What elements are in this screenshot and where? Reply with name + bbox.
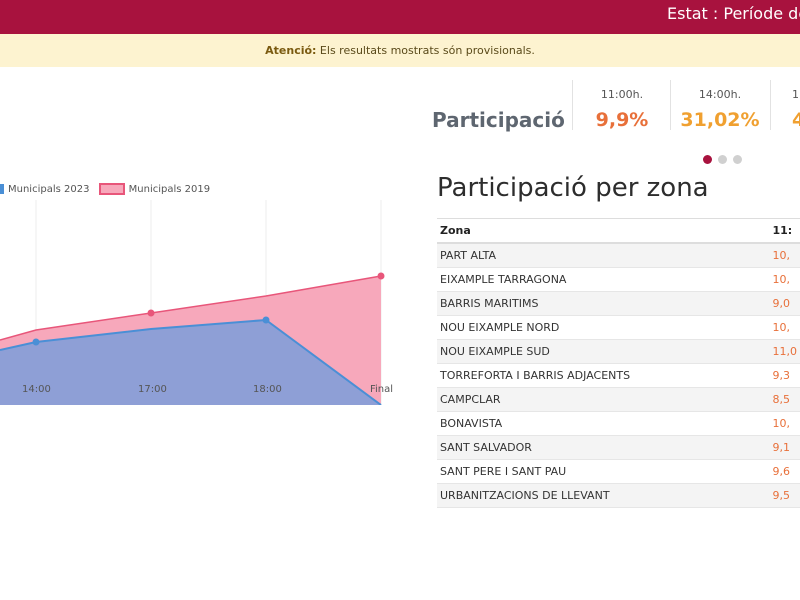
notice-label: Atenció: bbox=[265, 44, 317, 57]
participation-stat-1: 11:00h. 9,9% bbox=[562, 88, 682, 131]
carousel-dot-3[interactable] bbox=[733, 155, 742, 164]
legend-label: Municipals 2019 bbox=[128, 184, 211, 195]
participation-title: Participació bbox=[432, 108, 565, 132]
stat-time: 14:00h. bbox=[698, 88, 742, 101]
zone-value: 8,5 bbox=[769, 387, 800, 412]
column-header-value[interactable]: 11: bbox=[769, 218, 800, 244]
zone-value: 9,0 bbox=[769, 291, 800, 316]
table-row: SANT PERE I SANT PAU 9,6 bbox=[437, 459, 800, 484]
zone-name: BARRIS MARITIMS bbox=[437, 291, 770, 316]
chart-legend: Municipals 2023 Municipals 2019 bbox=[0, 183, 216, 195]
divider bbox=[770, 80, 771, 130]
x-tick-label: Final bbox=[370, 384, 394, 395]
zone-name: URBANITZACIONS DE LLEVANT bbox=[437, 483, 770, 508]
table-row: NOU EIXAMPLE NORD 10, bbox=[437, 315, 800, 340]
notice-text: Els resultats mostrats són provisionals. bbox=[316, 44, 535, 57]
series-2023-line bbox=[0, 318, 382, 405]
table-header-row: Zona 11: bbox=[437, 218, 800, 244]
table-row: BARRIS MARITIMS 9,0 bbox=[437, 291, 800, 316]
zone-value: 11,0 bbox=[769, 339, 800, 364]
stat-time: 1 bbox=[792, 88, 799, 101]
table-row: URBANITZACIONS DE LLEVANT 9,5 bbox=[437, 483, 800, 508]
zone-name: CAMPCLAR bbox=[437, 387, 770, 412]
zone-name: NOU EIXAMPLE NORD bbox=[437, 315, 770, 340]
legend-item-2023[interactable]: Municipals 2023 bbox=[0, 184, 89, 195]
zone-name: PART ALTA bbox=[437, 243, 770, 268]
table-row: SANT SALVADOR 9,1 bbox=[437, 435, 800, 460]
legend-item-2019[interactable]: Municipals 2019 bbox=[98, 183, 211, 195]
participation-stat-2: 14:00h. 31,02% bbox=[660, 88, 780, 131]
carousel-dot-1[interactable] bbox=[703, 155, 712, 164]
zone-name: SANT SALVADOR bbox=[437, 435, 770, 460]
carousel-dot-2[interactable] bbox=[718, 155, 727, 164]
stat-value: 31,02% bbox=[680, 109, 760, 131]
table-row: BONAVISTA 10, bbox=[437, 411, 800, 436]
provisional-notice: Atenció: Els resultats mostrats són prov… bbox=[0, 34, 800, 67]
table-row: NOU EIXAMPLE SUD 11,0 bbox=[437, 339, 800, 364]
zones-title: Participació per zona bbox=[437, 173, 709, 203]
table-row: PART ALTA 10, bbox=[437, 243, 800, 268]
zone-name: TORREFORTA I BARRIS ADJACENTS bbox=[437, 363, 770, 388]
zone-value: 9,3 bbox=[769, 363, 800, 388]
x-tick-label: 14:00 bbox=[22, 384, 51, 395]
status-text: Estat : Període de bbox=[667, 4, 800, 23]
zone-name: NOU EIXAMPLE SUD bbox=[437, 339, 770, 364]
table-row: TORREFORTA I BARRIS ADJACENTS 9,3 bbox=[437, 363, 800, 388]
participation-chart bbox=[0, 200, 385, 405]
carousel-dots bbox=[703, 149, 748, 168]
x-axis: 14:00 17:00 18:00 Final bbox=[0, 384, 400, 398]
legend-label: Municipals 2023 bbox=[8, 184, 90, 195]
zone-value: 9,5 bbox=[769, 483, 800, 508]
zones-table: Zona 11: PART ALTA 10, EIXAMPLE TARRAGONA… bbox=[437, 218, 800, 508]
legend-swatch bbox=[0, 184, 4, 194]
table-row: CAMPCLAR 8,5 bbox=[437, 387, 800, 412]
zone-value: 10, bbox=[769, 411, 800, 436]
series-2023-area bbox=[0, 320, 381, 405]
zone-name: EIXAMPLE TARRAGONA bbox=[437, 267, 770, 292]
zone-value: 9,6 bbox=[769, 459, 800, 484]
zone-value: 10, bbox=[769, 267, 800, 292]
table-row: EIXAMPLE TARRAGONA 10, bbox=[437, 267, 800, 292]
x-tick-label: 18:00 bbox=[253, 384, 282, 395]
zone-value: 10, bbox=[769, 315, 800, 340]
stat-value: 9,9% bbox=[595, 109, 649, 131]
series-2023-point[interactable] bbox=[262, 316, 270, 324]
divider bbox=[670, 80, 671, 130]
participation-stat-3: 1 4 bbox=[792, 88, 800, 131]
series-2023-point[interactable] bbox=[32, 338, 40, 346]
series-2019-point[interactable] bbox=[377, 272, 385, 280]
legend-swatch bbox=[98, 183, 125, 195]
series-2019-point[interactable] bbox=[147, 309, 155, 317]
zone-name: BONAVISTA bbox=[437, 411, 770, 436]
x-tick-label: 17:00 bbox=[138, 384, 167, 395]
divider bbox=[572, 80, 573, 130]
zone-name: SANT PERE I SANT PAU bbox=[437, 459, 770, 484]
zone-value: 9,1 bbox=[769, 435, 800, 460]
top-bar: Estat : Període de bbox=[0, 0, 800, 34]
stat-time: 11:00h. bbox=[600, 88, 644, 101]
column-header-zone[interactable]: Zona bbox=[437, 218, 770, 244]
stat-value: 4 bbox=[792, 109, 800, 131]
zone-value: 10, bbox=[769, 243, 800, 268]
